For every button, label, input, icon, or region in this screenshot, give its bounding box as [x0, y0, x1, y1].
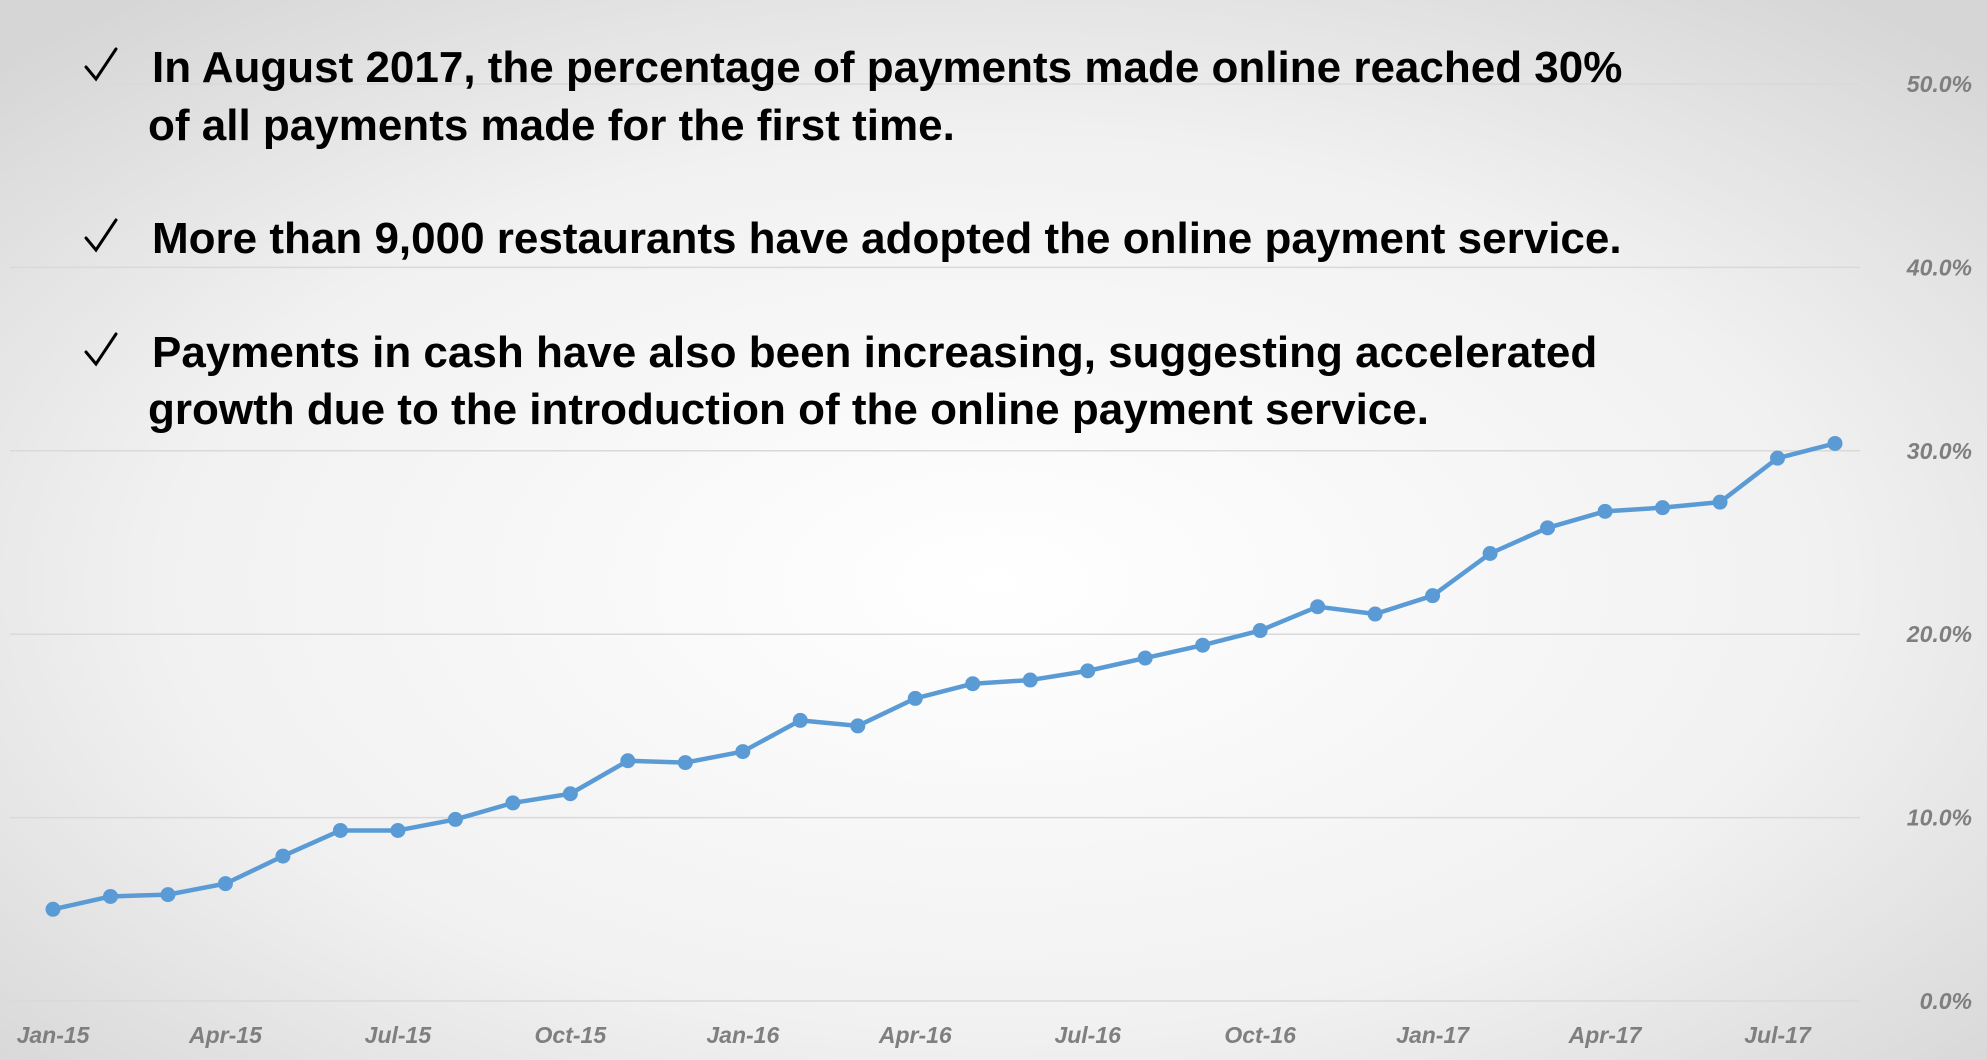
x-tick-label: Jul-16 — [1054, 1022, 1121, 1048]
y-tick-label: 30.0% — [1907, 438, 1972, 464]
marker — [735, 744, 751, 760]
marker — [792, 712, 808, 728]
marker — [1310, 599, 1326, 615]
marker — [102, 888, 118, 904]
x-tick-label: Apr-17 — [1568, 1022, 1643, 1048]
marker — [1425, 588, 1441, 604]
marker — [850, 718, 866, 734]
x-tick-label: Jan-16 — [706, 1022, 779, 1048]
marker — [390, 822, 406, 838]
annotation-text: of all payments made for the first time. — [148, 101, 955, 150]
marker — [1137, 650, 1153, 666]
marker — [447, 811, 463, 827]
x-tick-label: Oct-15 — [535, 1022, 608, 1048]
x-tick-label: Jan-17 — [1396, 1022, 1470, 1048]
marker — [45, 901, 61, 917]
marker — [1022, 672, 1038, 688]
x-tick-label: Oct-16 — [1224, 1022, 1296, 1048]
annotation-text: More than 9,000 restaurants have adopted… — [152, 214, 1622, 263]
marker — [1080, 663, 1096, 679]
marker — [505, 795, 521, 811]
marker — [965, 676, 981, 692]
marker — [677, 755, 693, 771]
y-tick-label: 50.0% — [1907, 71, 1972, 97]
annotation-text: Payments in cash have also been increasi… — [152, 328, 1597, 377]
annotation-text: In August 2017, the percentage of paymen… — [152, 43, 1622, 92]
plot-area: 0.0% 10.0% 20.0% 30.0% 40.0% 50.0% Jan-15 Apr-1… — [10, 71, 1972, 1048]
line — [52, 441, 1836, 912]
marker — [332, 822, 348, 838]
marker — [160, 887, 176, 903]
marker — [217, 876, 233, 892]
marker — [1770, 450, 1786, 466]
x-tick-label: Apr-15 — [188, 1022, 263, 1048]
marker — [1252, 623, 1268, 639]
y-tick-label: 20.0% — [1906, 621, 1972, 647]
x-tick-label: Jul-15 — [365, 1022, 433, 1048]
annotation-text: growth due to the introduction of the on… — [148, 385, 1429, 434]
check-mark — [84, 218, 118, 253]
marker — [1195, 637, 1211, 653]
x-tick-label: Jul-17 — [1744, 1022, 1812, 1048]
marker — [1712, 494, 1728, 510]
marker — [1482, 546, 1498, 562]
marker — [1655, 500, 1671, 516]
marker — [275, 848, 291, 864]
check-mark — [84, 47, 118, 82]
y-tick-label: 0.0% — [1920, 988, 1972, 1014]
marker — [1367, 606, 1383, 622]
marker — [907, 690, 923, 706]
check-mark — [84, 332, 118, 367]
y-tick-label: 10.0% — [1907, 805, 1972, 831]
marker — [620, 753, 636, 769]
marker — [1827, 435, 1843, 451]
marker — [562, 786, 578, 802]
y-tick-label: 40.0% — [1906, 254, 1972, 280]
x-tick-label: Apr-16 — [878, 1022, 952, 1048]
marker — [1597, 503, 1613, 519]
x-tick-label: Jan-15 — [17, 1022, 91, 1048]
marker — [1540, 520, 1556, 536]
